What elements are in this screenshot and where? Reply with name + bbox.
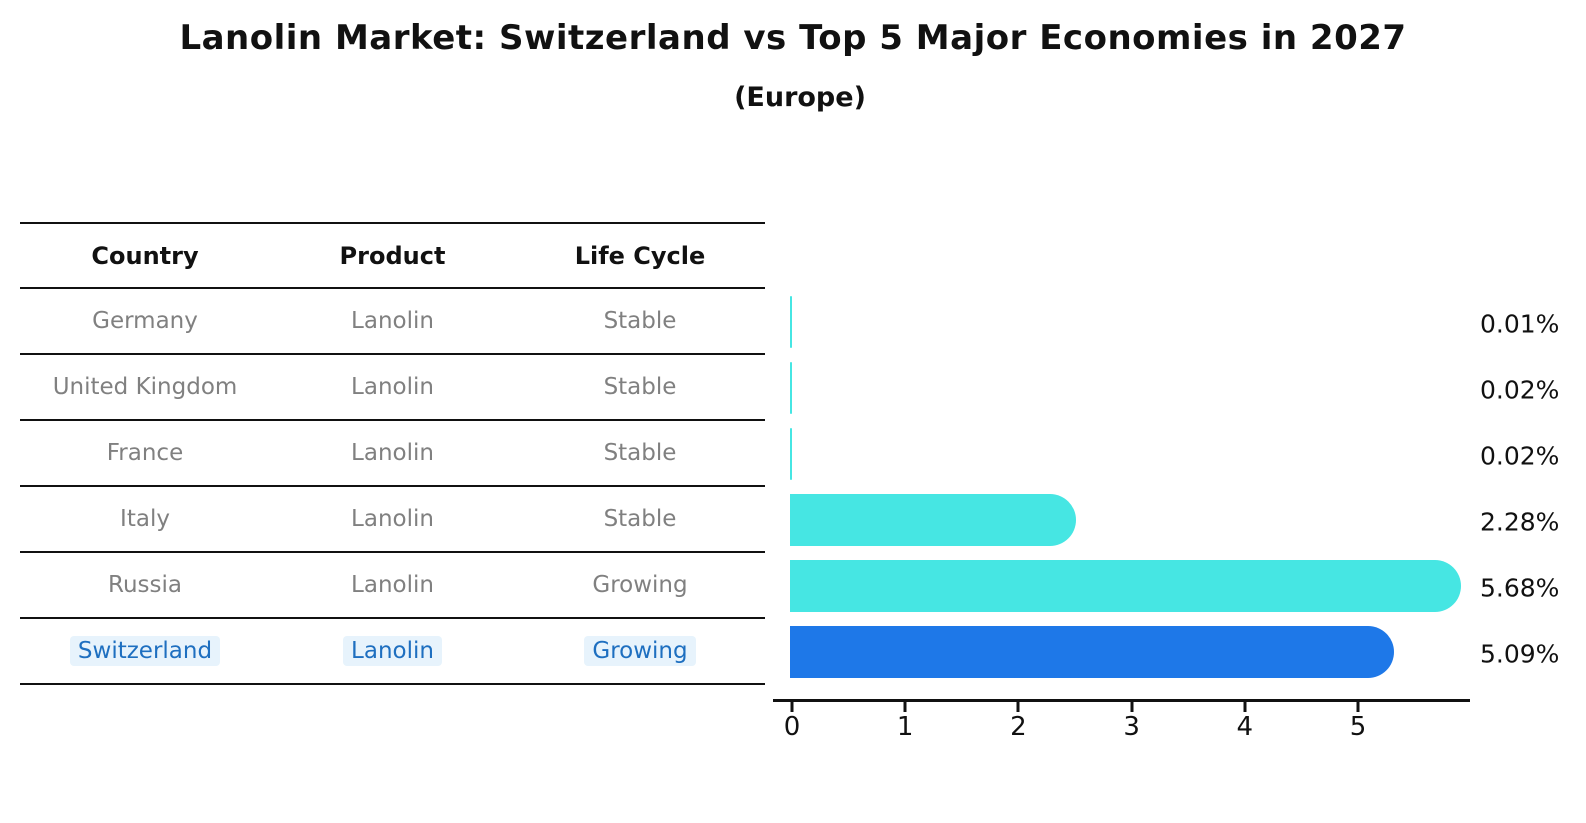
x-axis-tick <box>790 702 794 712</box>
country-cell: Russia <box>108 572 182 598</box>
x-axis-tick-label: 1 <box>896 712 914 742</box>
table-row: Italy Lanolin Stable <box>20 487 765 553</box>
product-cell: Lanolin <box>351 308 434 334</box>
x-axis-tick-label: 0 <box>783 712 801 742</box>
bar-value-label: 0.02% <box>1480 375 1560 405</box>
x-axis-tick <box>1356 702 1360 712</box>
market-table: Country Product Life Cycle Germany Lanolin St… <box>20 222 765 685</box>
bar-germany <box>790 296 792 348</box>
product-cell: Lanolin <box>270 636 515 666</box>
product-cell: Lanolin <box>351 506 434 532</box>
country-cell: United Kingdom <box>52 374 238 400</box>
product-cell: Lanolin <box>351 440 434 466</box>
product-cell: Lanolin <box>351 374 434 400</box>
table-row: France Lanolin Stable <box>20 421 765 487</box>
bar-italy <box>790 494 1077 546</box>
bar-value-label: 2.28% <box>1480 507 1560 537</box>
bar-value-label: 0.01% <box>1480 309 1560 339</box>
table-row: United Kingdom Lanolin Stable <box>20 355 765 421</box>
x-axis-tick-label: 5 <box>1349 712 1367 742</box>
lifecycle-cell: Stable <box>603 506 677 532</box>
bar-russia <box>790 560 1461 612</box>
bar-value-label: 5.09% <box>1480 639 1560 669</box>
column-header: Life Cycle <box>574 241 706 270</box>
table-row: Russia Lanolin Growing <box>20 553 765 619</box>
bar-value-label: 5.68% <box>1480 573 1560 603</box>
chart-title: Lanolin Market: Switzerland vs Top 5 Maj… <box>179 18 1407 58</box>
lifecycle-cell: Growing <box>515 636 765 666</box>
lifecycle-cell: Stable <box>603 440 677 466</box>
lifecycle-cell: Stable <box>603 374 677 400</box>
bar-switzerland <box>790 626 1395 678</box>
table-row: Germany Lanolin Stable <box>20 289 765 355</box>
x-axis-tick <box>1016 702 1020 712</box>
table-header-row: Country Product Life Cycle <box>20 222 765 289</box>
product-cell: Lanolin <box>351 572 434 598</box>
x-axis-tick-label: 4 <box>1236 712 1254 742</box>
country-cell: Italy <box>120 506 170 532</box>
column-header: Product <box>339 241 446 270</box>
x-axis-tick <box>1243 702 1247 712</box>
x-axis-line <box>773 699 1470 702</box>
chart-subtitle: (Europe) <box>734 82 866 113</box>
x-axis-tick <box>1130 702 1134 712</box>
x-axis-tick-label: 2 <box>1010 712 1027 742</box>
bar-france <box>790 428 793 480</box>
x-axis-tick <box>903 702 907 712</box>
table-row: Switzerland Lanolin Growing <box>20 619 765 685</box>
country-cell: Germany <box>92 308 198 334</box>
country-cell: France <box>106 440 184 466</box>
country-cell: Switzerland <box>20 636 270 666</box>
bar-value-label: 0.02% <box>1480 441 1560 471</box>
lifecycle-cell: Stable <box>603 308 677 334</box>
column-header: Country <box>91 241 199 270</box>
x-axis-tick-label: 3 <box>1123 712 1140 742</box>
bar-united-kingdom <box>790 362 793 414</box>
lifecycle-cell: Growing <box>592 572 688 598</box>
